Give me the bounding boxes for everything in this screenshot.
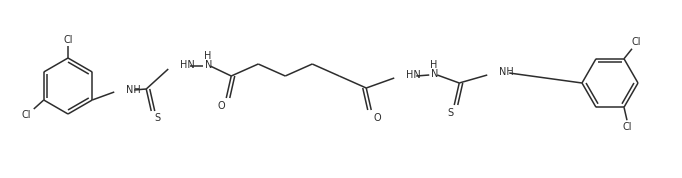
- Text: HN: HN: [406, 70, 421, 80]
- Text: S: S: [154, 113, 160, 123]
- Text: S: S: [447, 108, 454, 118]
- Text: NH: NH: [499, 67, 514, 77]
- Text: Cl: Cl: [63, 35, 73, 45]
- Text: O: O: [218, 101, 225, 111]
- Text: NH: NH: [126, 85, 141, 95]
- Text: N: N: [430, 69, 438, 79]
- Text: Cl: Cl: [21, 110, 31, 120]
- Text: H: H: [203, 51, 211, 61]
- Text: HN: HN: [180, 60, 195, 70]
- Text: H: H: [430, 60, 437, 70]
- Text: N: N: [205, 60, 212, 70]
- Text: Cl: Cl: [632, 37, 641, 47]
- Text: Cl: Cl: [622, 122, 632, 132]
- Text: O: O: [374, 113, 381, 123]
